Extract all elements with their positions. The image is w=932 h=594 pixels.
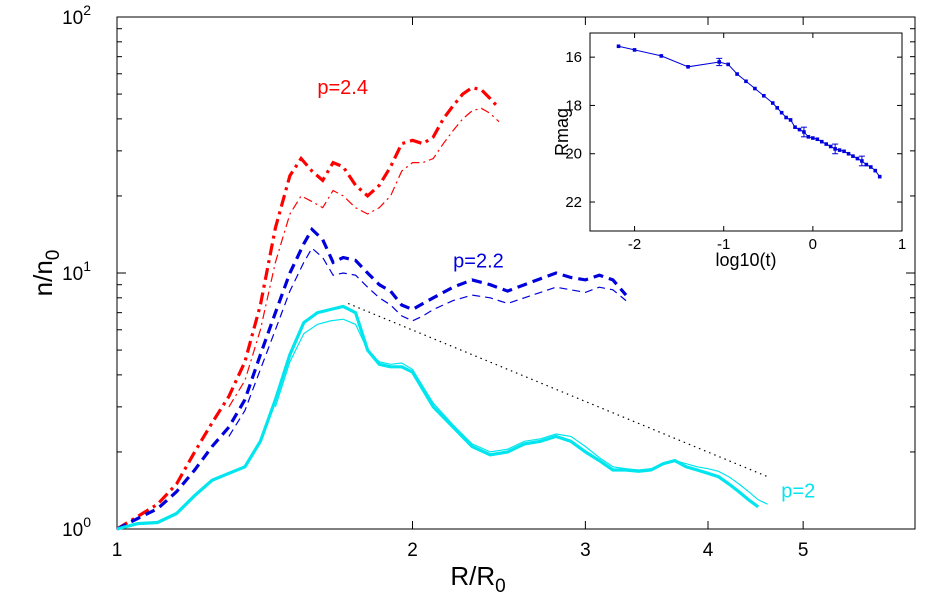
- inset-point: [775, 106, 779, 110]
- inset-point: [806, 135, 811, 139]
- main-tick-labels: 1 2 3 4 5 100 101 102: [62, 2, 808, 561]
- y-axis-label-sub: 0: [43, 250, 64, 261]
- inset-point: [851, 154, 855, 158]
- inset-point: [877, 174, 882, 179]
- inset-y-axis-label: Rmag: [552, 108, 572, 156]
- inset-point: [873, 168, 878, 173]
- inset-y-tick-label: 20: [565, 146, 582, 163]
- inset-x-tick-label: -2: [628, 236, 641, 253]
- inset-point: [753, 86, 757, 91]
- inset-y-tick-label: 22: [565, 194, 582, 211]
- inset-point: [788, 118, 793, 122]
- inset-x-tick-label: -1: [717, 236, 730, 253]
- inset-ticks: [590, 33, 903, 231]
- inset-point: [824, 142, 829, 146]
- inset-y-tick-label: 16: [565, 49, 582, 66]
- inset-point: [779, 110, 784, 115]
- inset-point: [819, 139, 824, 144]
- inset-point: [762, 93, 766, 98]
- inset-point: [815, 137, 820, 142]
- inset-point: [770, 101, 775, 105]
- inset-point: [837, 148, 842, 152]
- inset-point: [784, 115, 788, 120]
- series-line-thick: [116, 304, 760, 531]
- inset-point: [632, 48, 637, 52]
- series-labels: p=2.4 p=2.2 p=2: [317, 77, 815, 502]
- inset-tick-labels: -2 -1 0 1 16 18 20 22: [565, 49, 906, 253]
- y-tick-label: 102: [62, 2, 91, 29]
- main-series: [116, 85, 768, 531]
- inset-point: [842, 149, 846, 154]
- inset-point: [793, 125, 797, 129]
- y-tick-label: 101: [62, 258, 91, 285]
- main-ticks: [116, 16, 915, 530]
- x-tick-label: 5: [798, 540, 809, 561]
- inset-point: [864, 162, 869, 167]
- inset-x-axis-label: log10(t): [715, 250, 776, 270]
- inset-point: [659, 54, 664, 58]
- inset-data: [616, 44, 882, 179]
- x-axis-label-main: R/R: [450, 561, 495, 591]
- x-tick-label: 1: [112, 540, 123, 561]
- y-axis-label: n/n0: [28, 250, 64, 297]
- x-axis-label: R/R0: [450, 561, 505, 594]
- inset-point: [846, 151, 851, 156]
- x-tick-label: 4: [703, 540, 714, 561]
- inset-x-tick-label: 1: [898, 236, 906, 253]
- series-label: p=2.4: [317, 77, 368, 99]
- inset-point: [855, 156, 860, 161]
- series-line-thin: [274, 318, 768, 505]
- y-axis-label-main: n/n: [28, 260, 58, 296]
- inset-point: [726, 62, 730, 67]
- series-label: p=2.2: [453, 251, 504, 273]
- inset-point: [686, 65, 690, 69]
- inset-point: [797, 127, 802, 132]
- x-axis-label-sub: 0: [495, 576, 506, 594]
- inset-x-tick-label: 0: [809, 236, 817, 253]
- inset-y-tick-label: 18: [565, 97, 582, 114]
- x-tick-label: 2: [407, 540, 418, 561]
- series-line-thin: [228, 247, 627, 437]
- inset-frame: [589, 32, 903, 232]
- series-line-thin: [228, 107, 500, 408]
- inset-point: [616, 44, 621, 49]
- inset-point: [744, 79, 748, 84]
- series-line-thick: [116, 85, 501, 531]
- series-line-thick: [116, 226, 628, 531]
- x-tick-label: 3: [580, 540, 591, 561]
- y-tick-label: 100: [62, 514, 91, 541]
- inset-point: [811, 136, 815, 140]
- reference-line: [347, 302, 768, 478]
- series-label: p=2: [781, 480, 815, 502]
- inset-chart: -2 -1 0 1 16 18 20 22 log10(t) Rmag: [552, 32, 906, 270]
- inset-point: [735, 72, 739, 76]
- inset-point: [828, 144, 833, 149]
- inset-point: [869, 165, 873, 169]
